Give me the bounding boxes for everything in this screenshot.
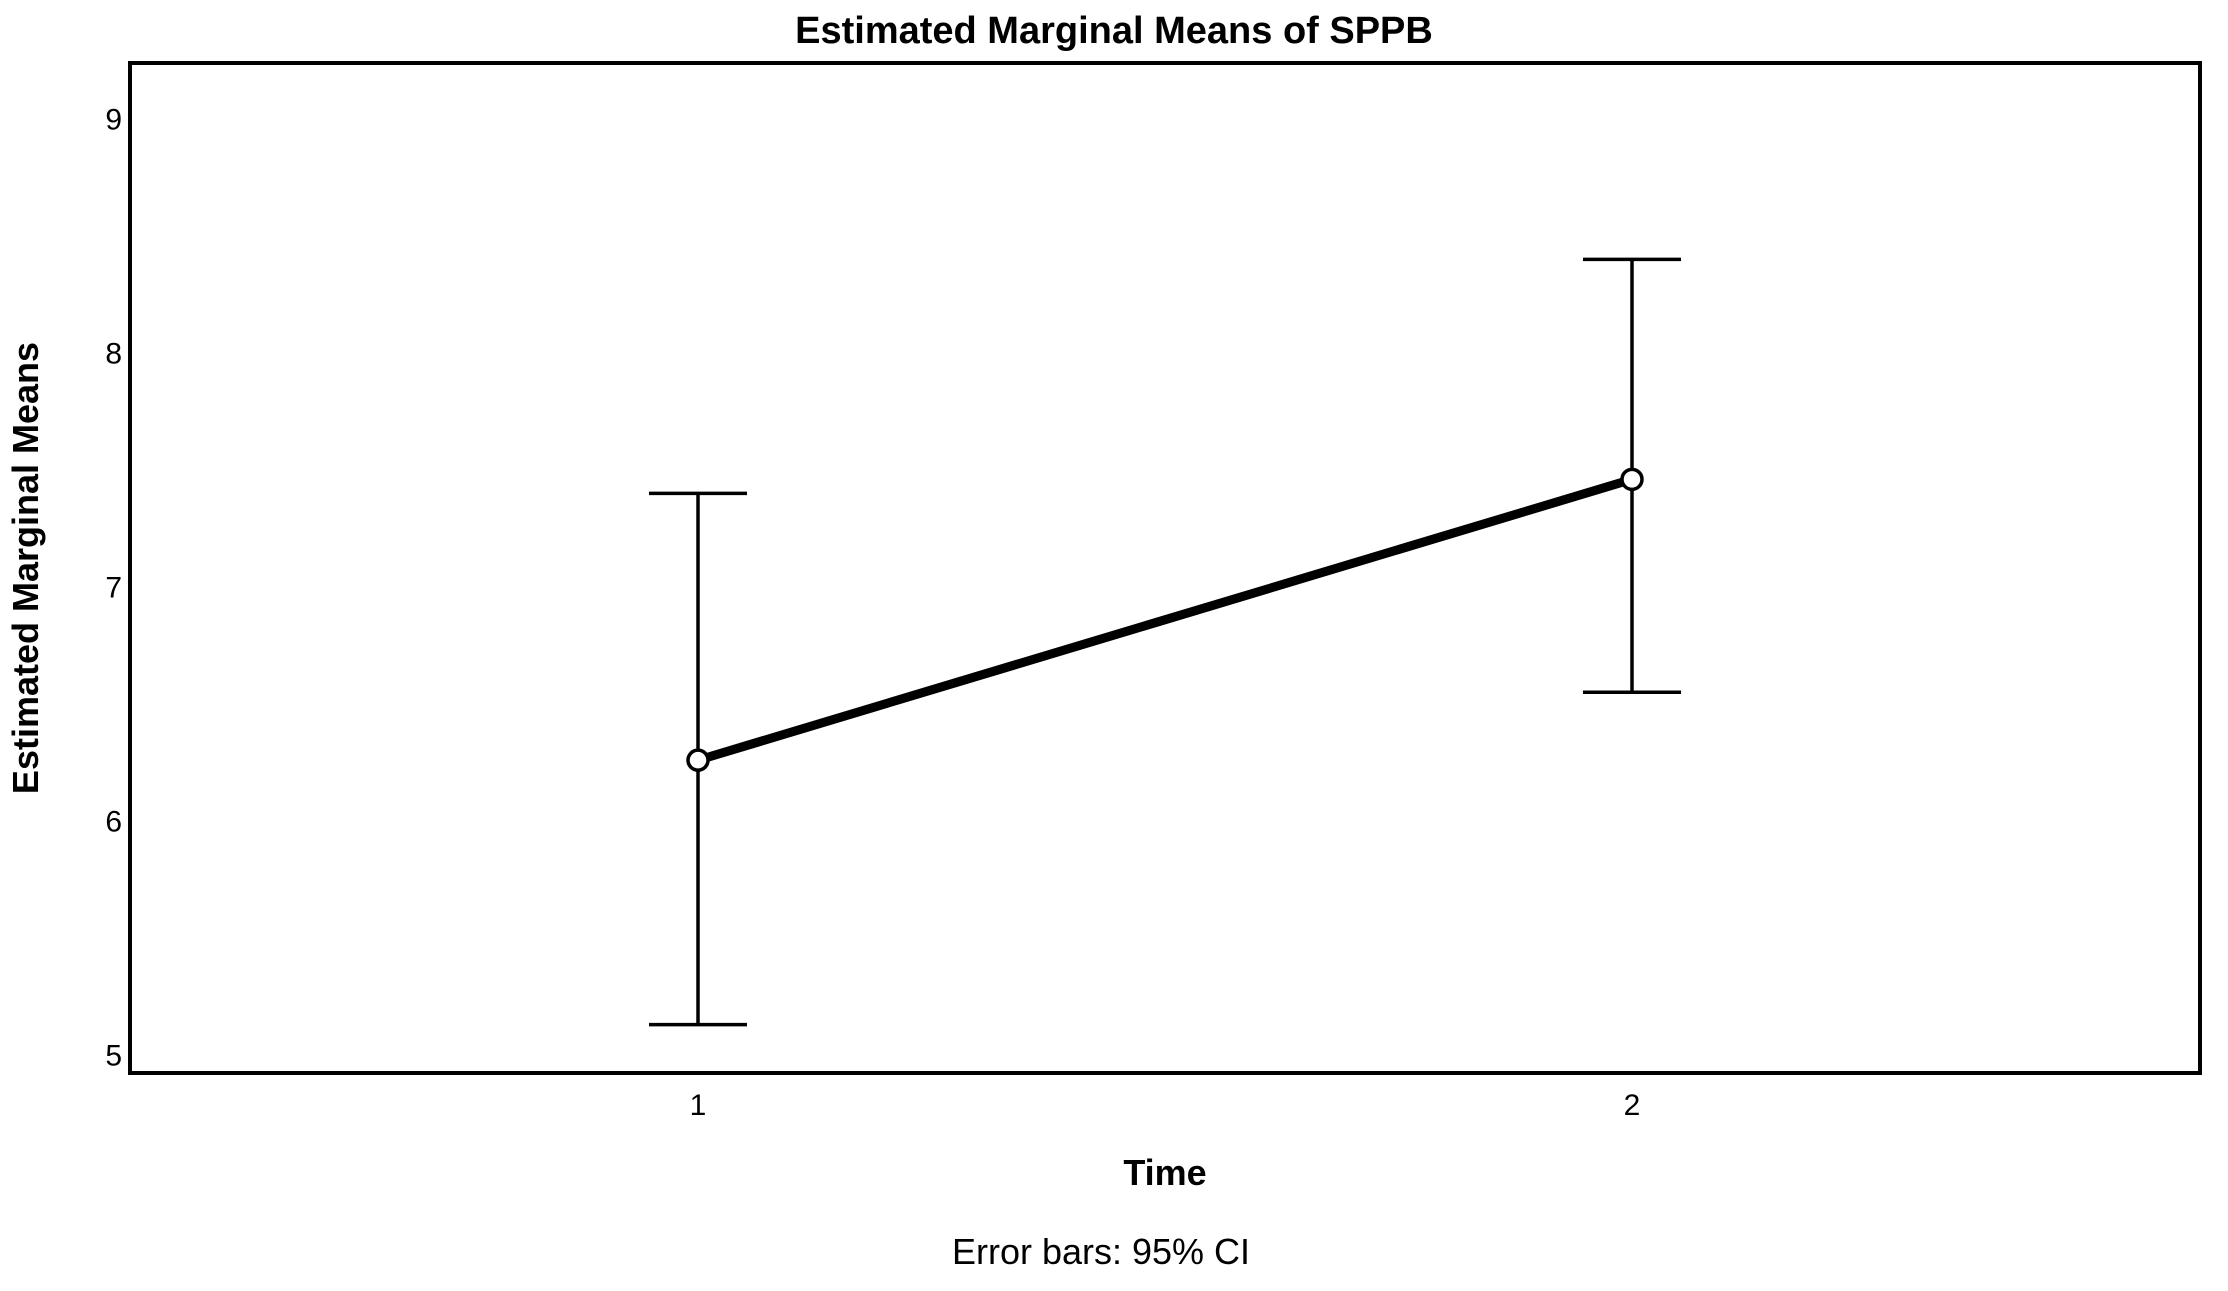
y-axis-title: Estimated Marginal Means bbox=[5, 342, 46, 794]
y-tick-label-6: 6 bbox=[105, 806, 122, 839]
mean-marker-time-2 bbox=[1620, 467, 1644, 492]
error-bars-footnote: Error bars: 95% CI bbox=[952, 1231, 1250, 1272]
plot-area-frame bbox=[128, 61, 2202, 1075]
y-tick-label-8: 8 bbox=[105, 338, 122, 371]
mean-marker-time-1 bbox=[686, 748, 710, 772]
series-sppb bbox=[649, 257, 1681, 1027]
y-axis-tick-labels: 9 8 7 6 5 bbox=[105, 104, 122, 1073]
x-tick-label-1: 1 bbox=[690, 1089, 707, 1122]
mean-line bbox=[696, 475, 1634, 765]
x-axis-title: Time bbox=[1123, 1152, 1206, 1193]
y-tick-label-9: 9 bbox=[105, 104, 122, 137]
y-tick-label-5: 5 bbox=[105, 1040, 122, 1073]
y-tick-label-7: 7 bbox=[105, 572, 122, 605]
chart-title: Estimated Marginal Means of SPPB bbox=[795, 10, 1433, 52]
x-tick-label-2: 2 bbox=[1624, 1089, 1641, 1122]
